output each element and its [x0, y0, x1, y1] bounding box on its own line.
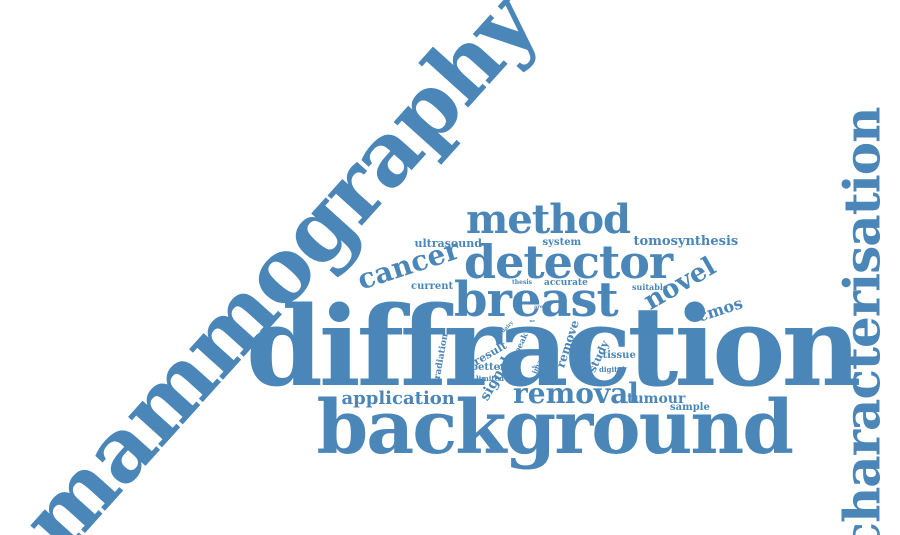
word-application: application [341, 388, 455, 409]
word-removal: removal [513, 377, 639, 410]
word-diffraction: diffraction [246, 282, 861, 411]
word-area: area [534, 303, 547, 310]
word-ultrasound: ultrasound [414, 236, 482, 250]
word-current: current [411, 281, 454, 292]
word-ne: ne [529, 318, 535, 323]
word-accurate: accurate [544, 277, 588, 288]
word-digital: digital [599, 364, 625, 374]
word-dose: dose [511, 351, 525, 358]
word-ok: ok [531, 364, 537, 369]
word-detector: detector [464, 235, 673, 289]
word-suitable: suitable [632, 282, 668, 292]
word-thesis: thesis [512, 279, 532, 286]
word-tumour: tumour [627, 391, 686, 407]
word-sample: sample [670, 402, 710, 413]
word-breast: breast [454, 272, 619, 328]
word-system: system [542, 237, 582, 248]
word-tomosynthesis: tomosynthesis [633, 233, 739, 249]
word-method: method [466, 196, 631, 243]
word-tissue: tissue [602, 350, 636, 361]
word-background: background [316, 385, 794, 471]
word-better: better [471, 362, 506, 373]
word-limited: limited [476, 373, 504, 383]
word-characterisation: characterisation [831, 107, 891, 535]
